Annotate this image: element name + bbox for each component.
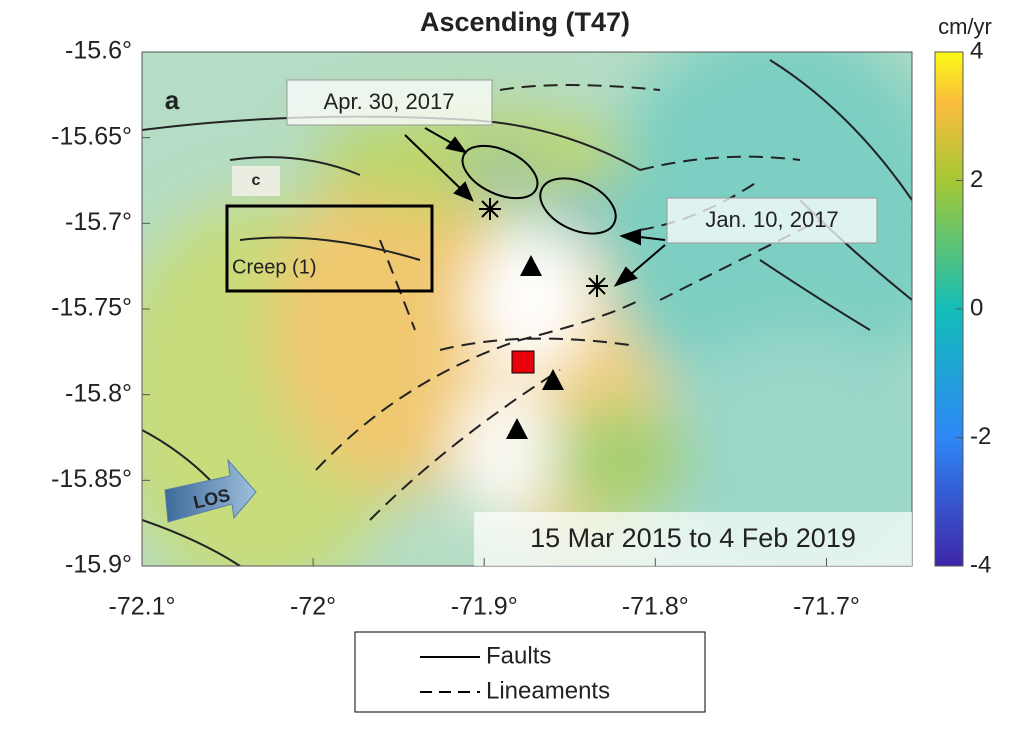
x-tick-label: -71.7° [793,593,860,621]
legend [354,631,706,713]
legend-label: Lineaments [486,677,610,704]
x-tick-label: -72.1° [109,593,176,621]
colorbar-tick-label: 2 [970,166,983,193]
x-tick-label: -71.9° [451,593,518,621]
epicenters [479,198,608,297]
y-tick-label: -15.9° [65,551,132,579]
arrows [404,127,666,287]
y-tick-label: -15.85° [51,465,132,493]
colorbar-tick-label: 4 [970,37,983,64]
legend-label: Faults [486,642,551,669]
annotation-box [286,79,493,126]
creep-box [225,204,434,293]
ellipse [461,144,539,200]
y-tick-label: -15.8° [65,379,132,407]
colorbar-tick-label: -4 [970,551,991,578]
y-tick-label: -15.75° [51,294,132,322]
title: Ascending (T47) [420,7,630,37]
period: 15 Mar 2015 to 4 Feb 2019 [530,523,856,553]
los-arrow [164,458,257,523]
creep-label: Creep (1) [232,256,316,278]
station [511,350,535,374]
period-box [474,512,912,566]
annotation: Jan. 10, 2017 [705,207,838,232]
y-tick-label: -15.6° [65,37,132,65]
x-tick-label: -71.8° [622,593,689,621]
panel-label: a [165,85,180,115]
volcanoes [506,255,564,439]
annotation-box [666,197,878,244]
inset-label: c [252,172,261,189]
y-tick-label: -15.7° [65,208,132,236]
x-tick-label: -72° [290,593,336,621]
colorbar-tick-label: -2 [970,423,991,450]
ellipse [539,177,617,235]
deformation-map [142,52,912,566]
colorbar-tick-label: 0 [970,294,983,321]
y-tick-label: -15.65° [51,122,132,150]
annotation: Apr. 30, 2017 [324,89,455,114]
colorbar-unit: cm/yr [938,14,992,39]
inset-box [232,166,280,196]
